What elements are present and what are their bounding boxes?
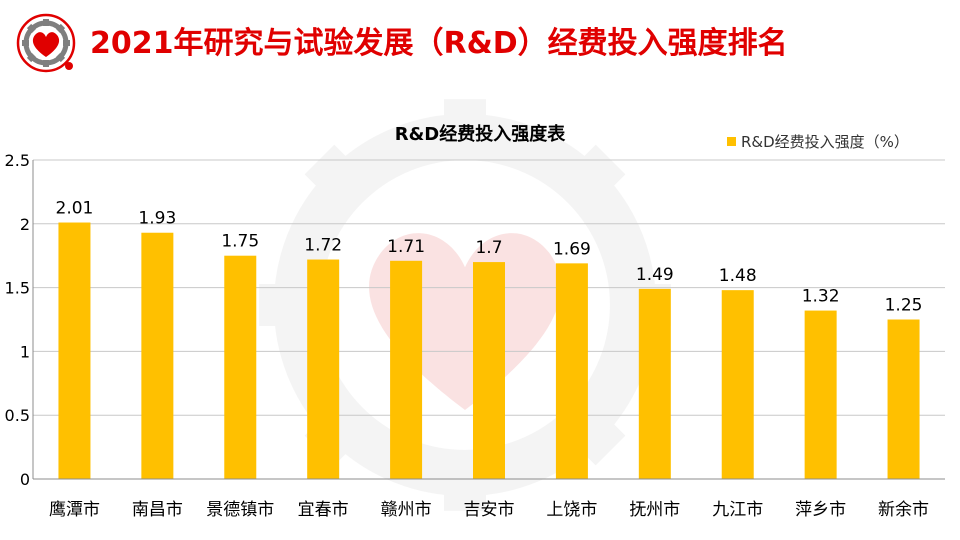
bar xyxy=(58,222,91,480)
data-label: 1.93 xyxy=(138,209,176,229)
data-label: 2.01 xyxy=(56,199,94,219)
bar xyxy=(887,319,920,479)
bar xyxy=(721,290,754,479)
x-category-label: 新余市 xyxy=(878,500,929,520)
legend-label: R&D经费投入强度（%） xyxy=(741,133,909,151)
data-label: 1.72 xyxy=(304,236,342,256)
x-axis-categories: 鹰潭市 南昌市 景德镇市 宜春市 赣州市 吉安市 上饶市 抚州市 九江市 萍乡市 新余市 xyxy=(49,500,929,520)
bar xyxy=(473,262,505,479)
bar xyxy=(804,310,837,479)
bar xyxy=(224,255,257,479)
data-label: 1.32 xyxy=(802,287,840,307)
x-category-label: 上饶市 xyxy=(546,500,597,520)
bar xyxy=(307,259,340,479)
bar xyxy=(638,288,671,479)
x-category-label: 抚州市 xyxy=(629,500,680,520)
bar xyxy=(555,263,588,479)
x-category-label: 南昌市 xyxy=(132,500,183,520)
chart-legend: R&D经费投入强度（%） xyxy=(727,133,909,151)
y-tick-label: 1.5 xyxy=(5,279,30,298)
data-label: 1.49 xyxy=(636,265,674,285)
x-category-label: 景德镇市 xyxy=(206,500,274,520)
y-tick-label: 0.5 xyxy=(5,406,30,425)
x-category-label: 萍乡市 xyxy=(795,500,846,520)
data-label: 1.71 xyxy=(387,237,425,257)
y-tick-label: 2.5 xyxy=(5,151,30,170)
data-label: 1.69 xyxy=(553,239,591,259)
data-label: 1.48 xyxy=(719,266,757,286)
x-category-label: 赣州市 xyxy=(381,500,432,520)
data-label: 1.7 xyxy=(475,238,502,258)
bar xyxy=(390,260,423,479)
x-category-label: 宜春市 xyxy=(298,500,349,520)
y-tick-label: 2 xyxy=(20,215,30,234)
page-title: 2021年研究与试验发展（R&D）经费投入强度排名 xyxy=(90,26,788,61)
y-axis-ticks: 0 0.5 1 1.5 2 2.5 xyxy=(5,151,30,489)
x-category-label: 鹰潭市 xyxy=(49,500,100,520)
chart-title: R&D经费投入强度表 xyxy=(395,123,566,145)
y-tick-label: 0 xyxy=(20,470,30,489)
y-tick-label: 1 xyxy=(20,342,30,361)
x-category-label: 吉安市 xyxy=(464,500,515,520)
legend-swatch xyxy=(727,137,736,146)
data-label: 1.75 xyxy=(221,232,259,252)
bar xyxy=(141,232,174,479)
gear-heart-logo-icon xyxy=(16,13,76,73)
data-labels: 2.01 1.93 1.75 1.72 1.71 1.7 1.69 1.49 1.48 1.32 1… xyxy=(56,199,923,316)
data-label: 1.25 xyxy=(885,296,923,316)
x-category-label: 九江市 xyxy=(712,500,763,520)
bars xyxy=(58,222,920,480)
